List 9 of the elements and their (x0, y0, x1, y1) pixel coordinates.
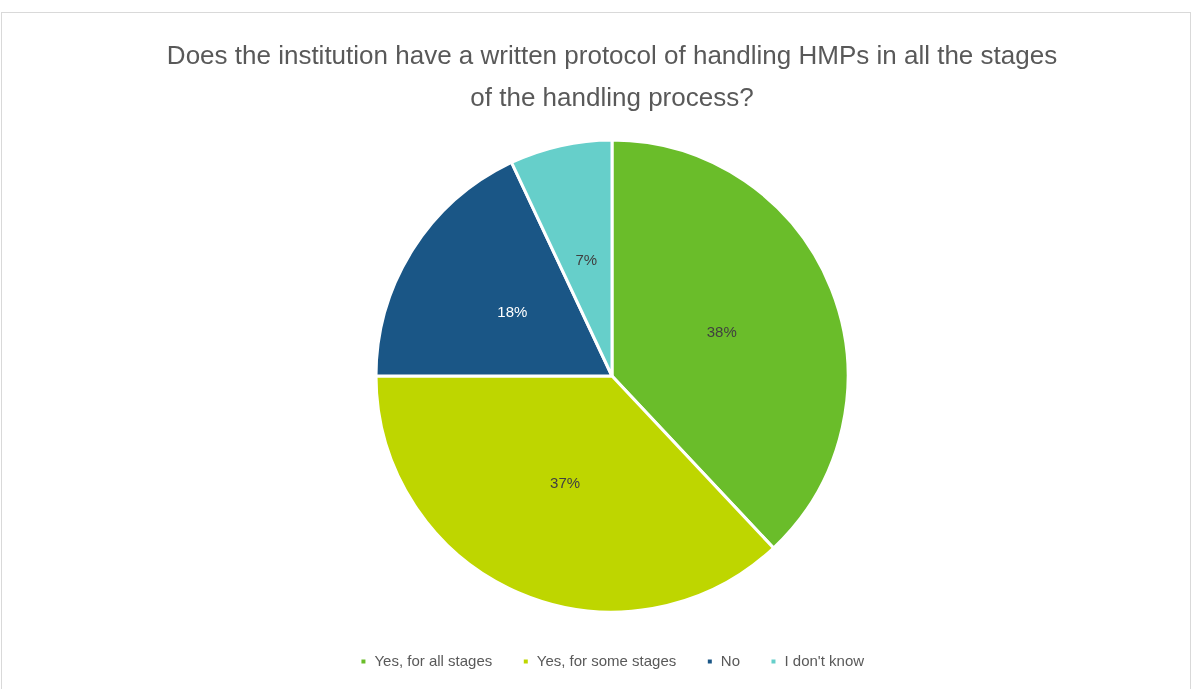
chart-title: Does the institution have a written protocol of handling HMPs in all the stages of the handling process? (165, 39, 1059, 114)
legend-label: Yes, for some stages (536, 651, 677, 669)
data-label: 37% (550, 474, 581, 492)
data-label: 18% (497, 302, 528, 320)
legend-label: No (720, 651, 740, 669)
data-label: 7% (575, 250, 598, 268)
legend-label: I don't know (784, 651, 865, 669)
legend-label: Yes, for all stages (374, 651, 493, 669)
data-label: 38% (706, 322, 737, 340)
